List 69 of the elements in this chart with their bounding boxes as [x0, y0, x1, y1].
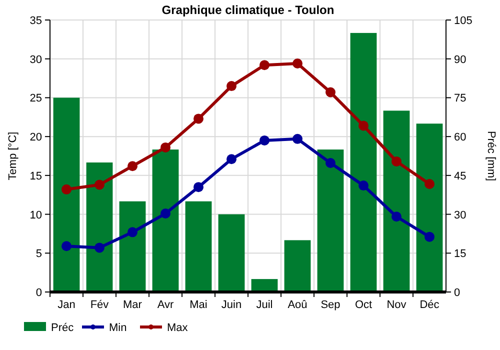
legend-label: Préc	[51, 322, 74, 334]
bar	[185, 201, 212, 292]
x-tick-label: Juil	[256, 299, 273, 311]
y-axis-title: Temp [°C]	[7, 132, 19, 180]
point	[160, 142, 170, 152]
y-tick-label: 20	[30, 132, 42, 144]
point	[326, 87, 336, 98]
y2-tick-label: 105	[454, 15, 472, 27]
point	[94, 180, 104, 190]
bar	[383, 110, 410, 292]
bar	[350, 32, 377, 292]
y-tick-label: 30	[30, 54, 42, 66]
x-tick-label: Aoû	[288, 299, 308, 311]
point	[160, 208, 170, 219]
bar	[416, 124, 443, 292]
point	[94, 242, 104, 253]
point	[194, 182, 204, 192]
y2-tick-label: 60	[454, 132, 466, 144]
bar	[152, 150, 179, 292]
x-tick-label: Nov	[386, 299, 407, 311]
x-tick-label: Mar	[123, 299, 142, 311]
x-tick-label: Déc	[420, 299, 440, 311]
y2-tick-label: 0	[454, 287, 460, 299]
y-tick-label: 25	[30, 92, 42, 105]
x-tick-label: Oct	[354, 299, 372, 311]
y-tick-label: 0	[36, 287, 42, 299]
x-tick-label: Jan	[58, 299, 76, 311]
y-tick-label: 5	[36, 248, 42, 260]
point	[194, 114, 204, 124]
point	[292, 58, 302, 69]
bar	[218, 214, 245, 292]
point	[392, 212, 402, 222]
point	[128, 227, 138, 238]
y2-tick-label: 30	[454, 209, 466, 222]
point	[62, 241, 72, 252]
point	[358, 180, 368, 191]
point	[424, 178, 434, 189]
point	[226, 81, 236, 92]
bar	[119, 201, 146, 292]
y2-tick-label: 90	[454, 54, 466, 66]
x-tick-label: Mai	[190, 299, 208, 311]
point	[260, 135, 270, 146]
bar	[86, 162, 113, 292]
legend-label: Min	[109, 322, 127, 334]
y2-tick-label: 45	[454, 170, 466, 182]
bar	[284, 240, 311, 292]
y2-tick-label: 75	[454, 92, 466, 105]
bar	[317, 150, 344, 292]
y-tick-label: 15	[30, 170, 42, 182]
point	[128, 161, 138, 172]
x-tick-label: Avr	[157, 299, 174, 311]
y-tick-label: 35	[30, 15, 42, 27]
x-tick-label: Sep	[320, 299, 340, 311]
point	[226, 154, 236, 164]
y2-tick-label: 15	[454, 248, 466, 260]
bar	[53, 98, 80, 292]
chart-title: Graphique climatique - Toulon	[162, 3, 334, 17]
point	[292, 134, 302, 144]
point	[326, 158, 336, 168]
legend-label: Max	[167, 322, 188, 334]
point	[392, 156, 402, 166]
point	[62, 184, 72, 194]
point	[260, 60, 270, 70]
x-tick-label: Juin	[221, 299, 242, 311]
point	[358, 120, 368, 131]
point	[424, 232, 434, 242]
y2-axis-title: Préc [mm]	[485, 130, 497, 182]
y-tick-label: 10	[30, 209, 42, 222]
x-tick-label: Fév	[90, 299, 110, 311]
